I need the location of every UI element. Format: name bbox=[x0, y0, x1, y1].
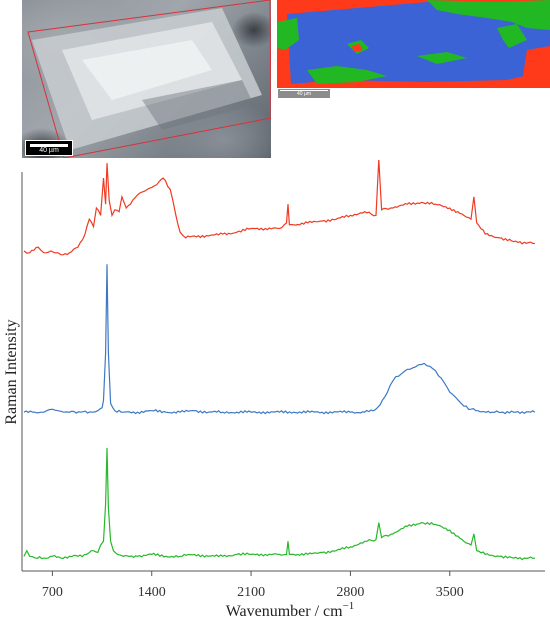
x-tick-label: 2100 bbox=[237, 585, 265, 600]
x-axis-title: Wavenumber / cm−1 bbox=[226, 600, 355, 620]
x-tick-label: 2800 bbox=[336, 585, 364, 600]
series-layer bbox=[23, 160, 536, 561]
x-tick-label: 700 bbox=[42, 585, 63, 600]
spectrum-line-2 bbox=[23, 264, 536, 415]
spectrum-line-1 bbox=[23, 160, 535, 256]
map-scale-label: 40 µm bbox=[297, 91, 311, 97]
x-axis-title-superscript: −1 bbox=[343, 600, 355, 612]
micrograph-scale-label: 40 µm bbox=[39, 147, 59, 154]
crystal-drawing bbox=[27, 0, 271, 158]
spectrum-line-3 bbox=[23, 447, 535, 561]
raman-map: 40 µm bbox=[277, 0, 550, 99]
x-axis-title-text: Wavenumber / cm bbox=[226, 603, 343, 620]
x-ticks: 700 1400 2100 2800 3500 bbox=[42, 571, 464, 600]
optical-micrograph: 40 µm bbox=[22, 0, 271, 158]
x-tick-label: 3500 bbox=[436, 585, 464, 600]
raman-spectra-chart: 700 1400 2100 2800 3500 Wavenumber / cm−1 Ra… bbox=[3, 160, 545, 620]
y-axis-title: Raman Intensity bbox=[3, 319, 20, 424]
micrograph-scale-bar: 40 µm bbox=[25, 140, 73, 156]
raman-map-image bbox=[277, 0, 550, 99]
map-scale-bar: 40 µm bbox=[277, 88, 331, 99]
x-tick-label: 1400 bbox=[138, 585, 166, 600]
